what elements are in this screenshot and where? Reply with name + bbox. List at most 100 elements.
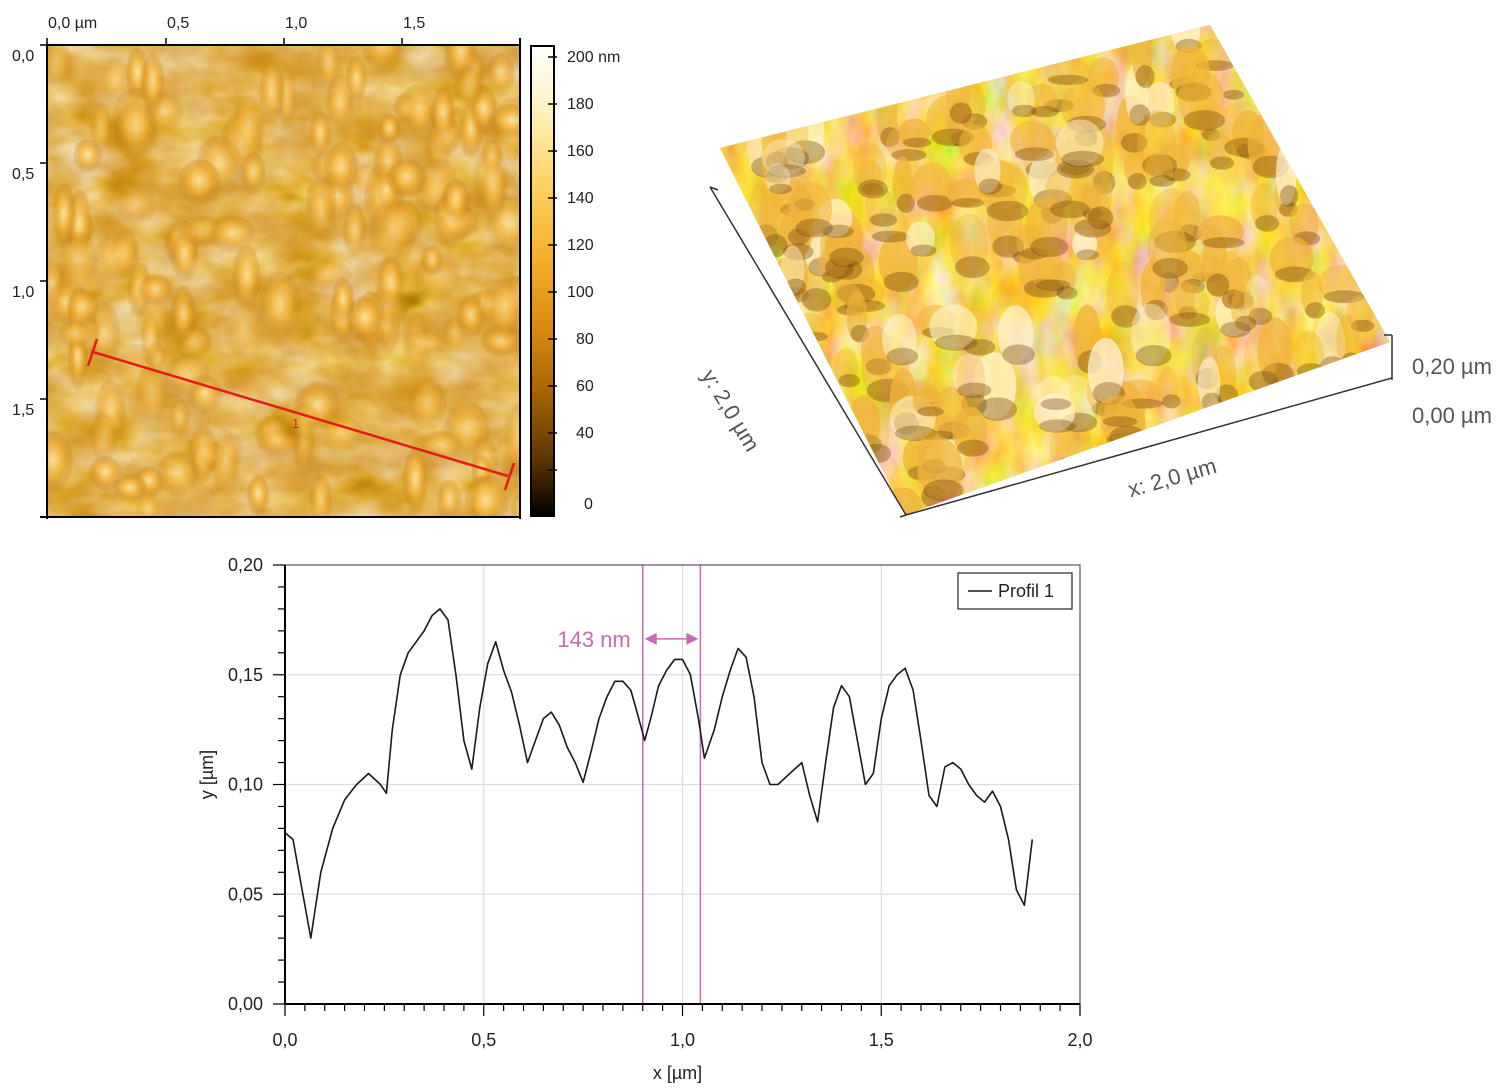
surface-bump-shadow bbox=[1162, 394, 1181, 409]
afm-grain bbox=[223, 300, 267, 361]
surface-bump bbox=[974, 148, 1001, 194]
chart-legend: Profil 1 bbox=[957, 572, 1073, 610]
surface-bump-shadow bbox=[822, 224, 854, 238]
surface-bump-shadow bbox=[1340, 352, 1361, 373]
surface-bump-shadow bbox=[957, 382, 992, 398]
profile-line-end-cap bbox=[503, 462, 516, 491]
colorbar bbox=[530, 45, 555, 517]
afm-grain bbox=[430, 86, 456, 145]
surface-bump-shadow bbox=[986, 200, 1029, 222]
afm-grain bbox=[407, 377, 447, 432]
annotation-label: 143 nm bbox=[557, 627, 630, 652]
colorbar-tick-0: 200 nm bbox=[567, 49, 621, 66]
surface-bump-shadow bbox=[1202, 237, 1245, 249]
surface-bump-shadow bbox=[1135, 65, 1155, 88]
series-line-profil-1 bbox=[284, 608, 1034, 939]
surface-bump bbox=[1289, 203, 1319, 245]
surface-bump-shadow bbox=[1035, 279, 1071, 291]
afm-grain bbox=[420, 245, 444, 277]
surface-bump-shadow bbox=[1087, 206, 1114, 230]
afm-grain bbox=[456, 294, 485, 340]
surface-bump-shadow bbox=[1050, 200, 1090, 219]
afm-grain bbox=[140, 53, 165, 115]
surface-bump-shadow bbox=[1235, 315, 1257, 331]
surface-bump-shadow bbox=[951, 198, 985, 208]
surface-bump-shadow bbox=[923, 479, 964, 501]
surface-bump bbox=[952, 353, 991, 397]
surface-bump bbox=[1018, 241, 1064, 297]
surface-bump-shadow bbox=[1222, 89, 1244, 100]
afm-grain bbox=[177, 159, 222, 208]
surface-bump-shadow bbox=[1061, 150, 1105, 168]
afm-grain bbox=[135, 493, 161, 518]
surface-bump-shadow bbox=[1128, 173, 1147, 190]
surface-bump-shadow bbox=[1178, 306, 1197, 320]
surface-bump-shadow bbox=[1040, 398, 1072, 410]
afm-grain bbox=[441, 178, 470, 224]
surface-bump-shadow bbox=[955, 256, 990, 279]
surface-bump-shadow bbox=[1102, 416, 1138, 427]
afm-grain bbox=[318, 414, 365, 456]
x-tick-label: 0,0 bbox=[272, 1030, 297, 1050]
profile-line-label: 1 bbox=[292, 416, 300, 431]
surface-bump-shadow bbox=[1297, 363, 1326, 380]
profile-line bbox=[92, 350, 509, 478]
surface-bump bbox=[1044, 166, 1090, 218]
y-tick-label: 0,05 bbox=[228, 884, 263, 904]
surface-bump-shadow bbox=[1248, 370, 1279, 393]
surface-bump bbox=[987, 192, 1023, 257]
surface-bump bbox=[1033, 393, 1075, 432]
surface-bump bbox=[1292, 330, 1324, 379]
surface-bump-shadow bbox=[798, 331, 828, 342]
profile-line-start-cap bbox=[86, 338, 99, 367]
surface-bump bbox=[898, 118, 931, 147]
surface-bump-shadow bbox=[769, 183, 792, 195]
surface-bump-shadow bbox=[1350, 319, 1375, 332]
surface-bump-shadow bbox=[857, 179, 888, 199]
x-tick-label: 2,0 bbox=[1067, 1030, 1092, 1050]
surface-bump-shadow bbox=[801, 288, 832, 312]
surface-bump bbox=[1336, 313, 1360, 372]
colorbar-tick-1: 180 bbox=[567, 96, 594, 113]
surface-bump-shadow bbox=[1206, 273, 1230, 297]
surface-bump-shadow bbox=[1135, 344, 1172, 367]
surface-z-top-label: 0,20 µm bbox=[1412, 354, 1492, 379]
afm-grain bbox=[386, 158, 427, 200]
surface-bump-shadow bbox=[1201, 392, 1223, 412]
legend-label: Profil 1 bbox=[998, 581, 1054, 601]
colorbar-tick-8: 40 bbox=[576, 425, 594, 442]
surface-bump bbox=[1007, 81, 1035, 117]
afm-grain bbox=[100, 58, 131, 104]
surface-bump-shadow bbox=[902, 137, 932, 148]
surface-bump bbox=[1205, 131, 1233, 169]
colorbar-tick-4: 120 bbox=[567, 237, 594, 254]
surface-bump bbox=[1056, 119, 1104, 167]
afm-grain bbox=[256, 428, 301, 458]
surface-bump-shadow bbox=[1074, 218, 1112, 238]
surface-bump-shadow bbox=[767, 164, 806, 178]
afm-grain bbox=[323, 141, 359, 197]
surface-bump-shadow bbox=[977, 397, 1018, 421]
colorbar-tick-5: 100 bbox=[567, 284, 594, 301]
afm-grain bbox=[292, 410, 315, 481]
surface-bump-shadow bbox=[783, 243, 814, 261]
afm-grain bbox=[464, 475, 509, 518]
surface-bump-shadow bbox=[957, 439, 989, 457]
surface-bump-shadow bbox=[1030, 105, 1059, 118]
surface-bump-shadow bbox=[1056, 286, 1078, 300]
surface-bump bbox=[918, 438, 963, 500]
surface-bump bbox=[865, 187, 896, 226]
afm-grain bbox=[510, 493, 521, 518]
surface-bump-shadow bbox=[1142, 154, 1178, 177]
afm-topography-map bbox=[48, 45, 521, 518]
surface-bump-shadow bbox=[896, 193, 915, 213]
surface-bump-shadow bbox=[1111, 305, 1140, 328]
afm-grain bbox=[187, 427, 219, 479]
afm-grain bbox=[232, 244, 262, 314]
surface-bump-shadow bbox=[883, 271, 919, 292]
surface-bump bbox=[1163, 283, 1210, 326]
surface-bump bbox=[1030, 258, 1070, 290]
surface-bump bbox=[1087, 337, 1124, 404]
afm-grain bbox=[305, 191, 336, 240]
surface-bump bbox=[1158, 366, 1179, 408]
